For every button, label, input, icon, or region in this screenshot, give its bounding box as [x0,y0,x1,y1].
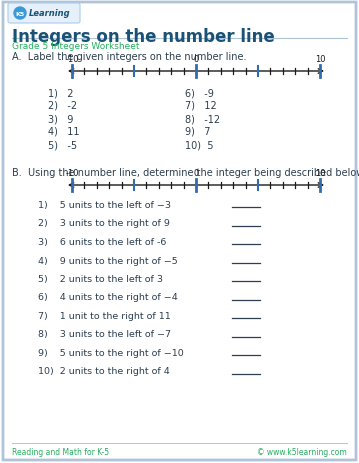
Text: 4)    9 units to the right of −5: 4) 9 units to the right of −5 [38,256,178,265]
Text: 10)  5: 10) 5 [185,140,214,150]
Text: 0: 0 [194,55,199,64]
Text: 9)    5 units to the right of −10: 9) 5 units to the right of −10 [38,348,184,357]
Text: 10: 10 [315,169,325,178]
Text: © www.k5learning.com: © www.k5learning.com [257,447,347,456]
Text: 1)    5 units to the left of −3: 1) 5 units to the left of −3 [38,200,171,210]
Text: 5)   -5: 5) -5 [48,140,77,150]
Text: 3)   9: 3) 9 [48,114,73,124]
Text: 0: 0 [194,169,199,178]
Circle shape [14,8,26,20]
Text: 4)   11: 4) 11 [48,127,79,137]
Text: 8)   -12: 8) -12 [185,114,220,124]
Text: K5: K5 [15,12,25,17]
Text: 8)    3 units to the left of −7: 8) 3 units to the left of −7 [38,330,171,339]
Text: B.  Using the number line, determine the integer being described below.: B. Using the number line, determine the … [12,168,359,178]
Text: Grade 5 Integers Worksheet: Grade 5 Integers Worksheet [12,42,140,51]
Text: 3)    6 units to the left of -6: 3) 6 units to the left of -6 [38,238,166,246]
FancyBboxPatch shape [8,4,80,24]
Text: 2)   -2: 2) -2 [48,101,77,111]
Text: 1)   2: 1) 2 [48,88,74,98]
Text: 6)   -9: 6) -9 [185,88,214,98]
Text: Integers on the number line: Integers on the number line [12,28,275,46]
Text: 7)    1 unit to the right of 11: 7) 1 unit to the right of 11 [38,311,171,320]
Text: Learning: Learning [29,9,71,19]
Text: 10)  2 units to the right of 4: 10) 2 units to the right of 4 [38,367,170,375]
Text: A.  Label the given integers on the number line.: A. Label the given integers on the numbe… [12,52,247,62]
Text: Reading and Math for K-5: Reading and Math for K-5 [12,447,109,456]
Text: -10: -10 [65,169,79,178]
Text: -10: -10 [65,55,79,64]
Text: 5)    2 units to the left of 3: 5) 2 units to the left of 3 [38,275,163,283]
Text: 6)    4 units to the right of −4: 6) 4 units to the right of −4 [38,293,178,302]
Text: 7)   12: 7) 12 [185,101,217,111]
FancyBboxPatch shape [3,3,356,460]
Text: 10: 10 [315,55,325,64]
Text: 2)    3 units to the right of 9: 2) 3 units to the right of 9 [38,219,170,228]
Text: 9)   7: 9) 7 [185,127,210,137]
